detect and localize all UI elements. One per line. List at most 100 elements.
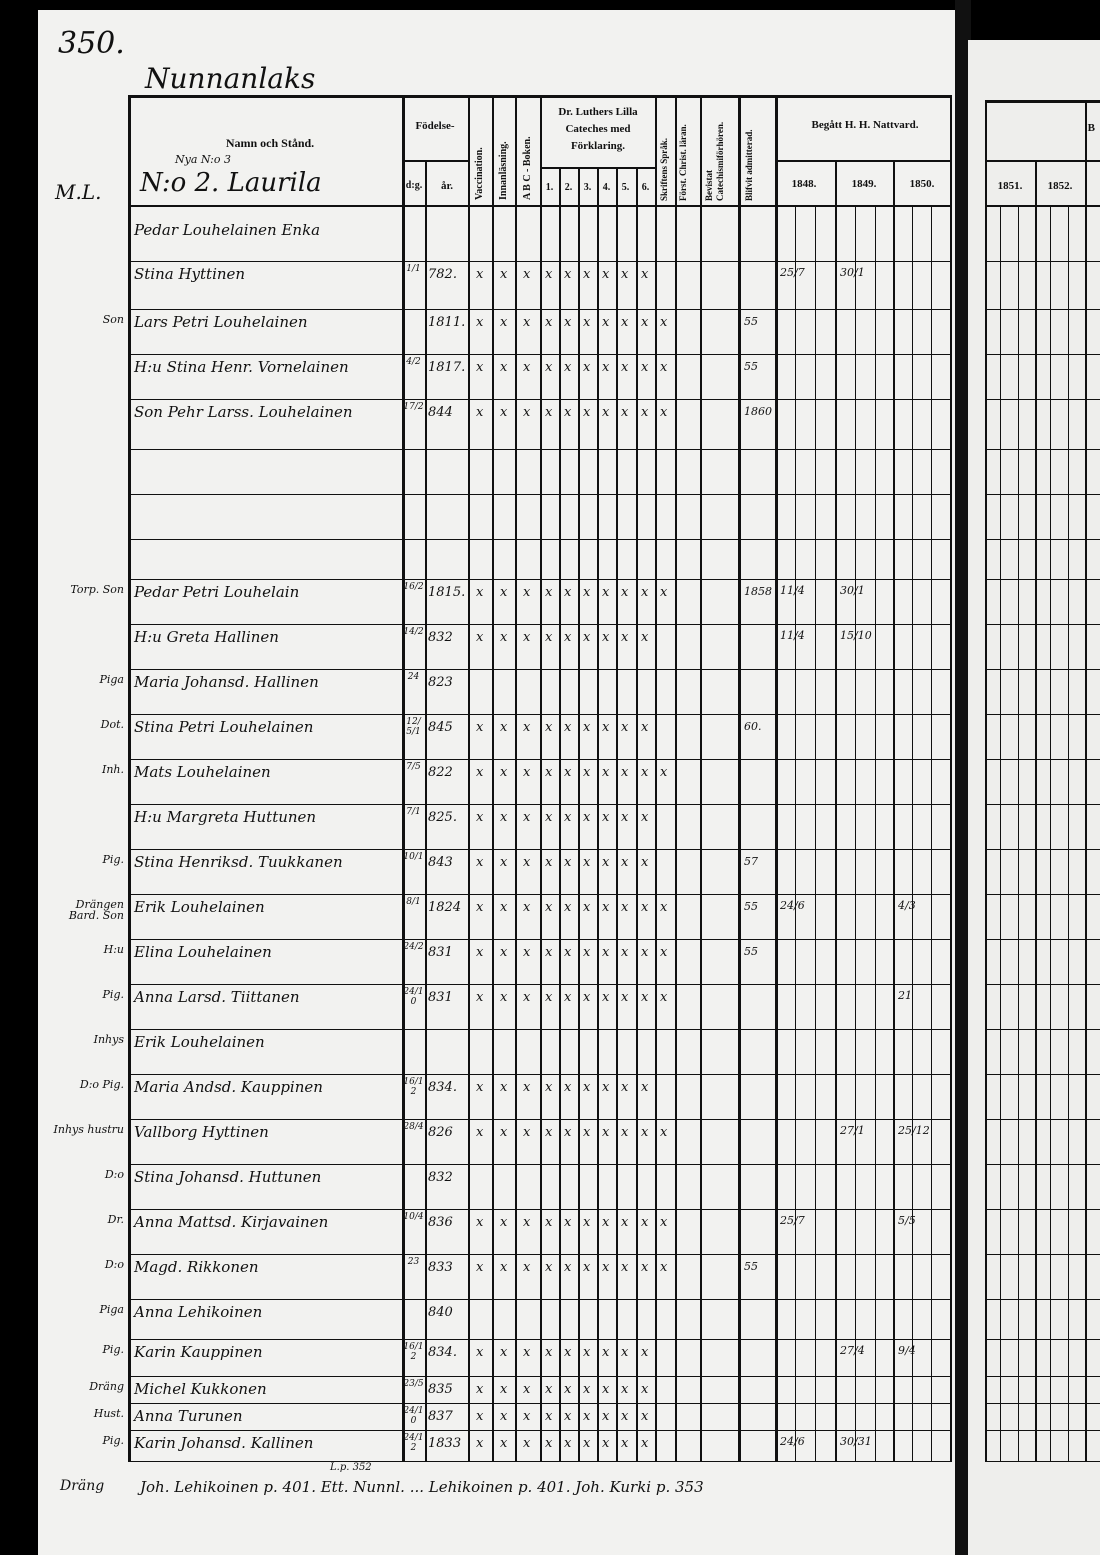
row-check-mark: x (621, 855, 629, 870)
row-check-mark: x (660, 1260, 668, 1275)
row-check-mark: x (660, 1215, 668, 1230)
row-check-mark: x (500, 1345, 508, 1360)
row-check-mark: x (545, 720, 553, 735)
row-check-mark: x (602, 855, 610, 870)
row-check-mark: x (660, 360, 668, 375)
column-line (738, 95, 741, 1462)
row-check-mark: x (641, 1215, 649, 1230)
row-line-right (985, 309, 1100, 310)
row-check-mark: x (602, 1382, 610, 1397)
row-check-mark: x (545, 990, 553, 1005)
row-check-mark: x (500, 585, 508, 600)
row-name: H:u Stina Henr. Vornelainen (134, 358, 349, 376)
row-check-mark: x (660, 765, 668, 780)
header-top-line-right (985, 100, 1100, 103)
row-check-mark: x (523, 1382, 531, 1397)
header-name: Namn och Stånd. (225, 136, 315, 150)
row-name: H:u Greta Hallinen (134, 628, 279, 646)
row-check-mark: x (621, 720, 629, 735)
row-check-mark: x (583, 945, 591, 960)
row-left-note: D:o (104, 1168, 124, 1181)
row-left-note: Dot. (100, 718, 124, 731)
row-check-mark: x (564, 1345, 572, 1360)
row-birth-year: 835 (428, 1382, 453, 1397)
row-admitted: 55 (744, 1260, 758, 1273)
row-check-mark: x (500, 405, 508, 420)
column-line (675, 95, 677, 1462)
row-communion-date: 9/4 (898, 1344, 916, 1357)
row-left-note: D:o Pig. (79, 1078, 124, 1091)
row-line (128, 669, 950, 670)
header-year: år. (440, 180, 454, 192)
row-check-mark: x (523, 1125, 531, 1140)
row-check-mark: x (564, 1260, 572, 1275)
row-admitted: 57 (744, 855, 758, 868)
row-line (128, 449, 950, 450)
column-subline (815, 205, 816, 1462)
row-check-mark: x (602, 810, 610, 825)
row-birth-day: 12/5/1 (406, 717, 421, 737)
row-admitted: 60. (744, 720, 762, 733)
column-subline (912, 205, 913, 1462)
row-communion-date: 27/1 (840, 1124, 865, 1137)
row-check-mark: x (583, 1436, 591, 1451)
row-check-mark: x (523, 267, 531, 282)
row-line (128, 1299, 950, 1300)
row-check-mark: x (500, 267, 508, 282)
row-line-right (985, 1029, 1100, 1030)
row-line (128, 984, 950, 985)
row-check-mark: x (660, 945, 668, 960)
page-number: 350. (58, 26, 125, 61)
row-line-right (985, 399, 1100, 400)
column-line (559, 167, 561, 1462)
row-check-mark: x (523, 1080, 531, 1095)
row-left-note: Inhys (93, 1033, 124, 1046)
header-year-col: 1849. (851, 178, 877, 190)
row-left-note: Pig. (102, 988, 124, 1001)
row-check-mark: x (583, 1215, 591, 1230)
row-birth-year: 834. (428, 1080, 457, 1095)
bottom-note-left: Dräng (60, 1478, 105, 1494)
row-check-mark: x (621, 630, 629, 645)
row-check-mark: x (500, 855, 508, 870)
row-line (128, 494, 950, 495)
row-check-mark: x (523, 990, 531, 1005)
row-name: Erik Louhelainen (134, 1033, 265, 1051)
row-left-note: Pig. (102, 853, 124, 866)
row-check-mark: x (545, 855, 553, 870)
row-check-mark: x (523, 1409, 531, 1424)
row-check-mark: x (545, 1345, 553, 1360)
row-line-right (985, 1376, 1100, 1377)
row-communion-date: 4/3 (898, 899, 916, 912)
row-check-mark: x (476, 630, 484, 645)
column-subline (795, 205, 796, 1462)
row-left-note: Piga (99, 1303, 124, 1316)
row-check-mark: x (476, 1409, 484, 1424)
row-birth-year: 1811. (428, 315, 466, 330)
row-name: Stina Hyttinen (134, 265, 246, 283)
row-check-mark: x (621, 945, 629, 960)
row-check-mark: x (641, 1345, 649, 1360)
row-check-mark: x (621, 990, 629, 1005)
row-check-mark: x (564, 810, 572, 825)
row-check-mark: x (545, 315, 553, 330)
catechism-divider (540, 167, 655, 169)
row-check-mark: x (641, 855, 649, 870)
row-line (128, 261, 950, 262)
row-line-right (985, 714, 1100, 715)
row-check-mark: x (621, 315, 629, 330)
row-communion-date: 25/7 (780, 266, 805, 279)
header-year-col-right: 1852. (1047, 180, 1073, 192)
row-line-right (985, 1339, 1100, 1340)
row-line-right (985, 1164, 1100, 1165)
row-check-mark: x (523, 810, 531, 825)
row-check-mark: x (621, 1125, 629, 1140)
row-check-mark: x (583, 810, 591, 825)
row-line (128, 309, 950, 310)
row-check-mark: x (564, 315, 572, 330)
row-check-mark: x (564, 765, 572, 780)
row-name: Pedar Louhelainen Enka (134, 221, 321, 239)
column-subline (931, 205, 932, 1462)
row-check-mark: x (523, 720, 531, 735)
column-line (1085, 100, 1087, 1462)
